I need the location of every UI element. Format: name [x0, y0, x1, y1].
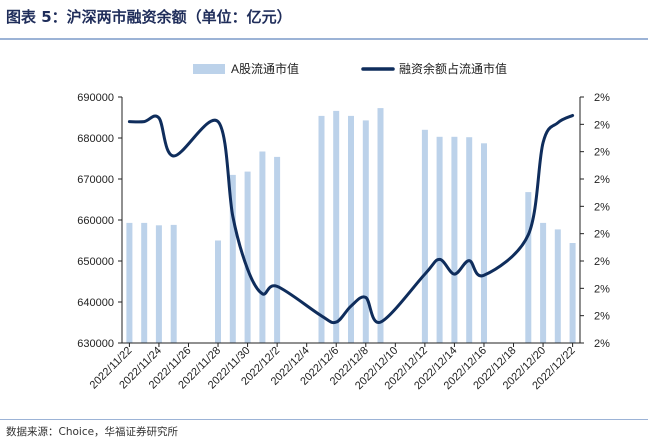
right-axis-tick-label: 2% — [594, 201, 610, 213]
bar — [481, 143, 487, 343]
right-axis-tick-label: 2% — [594, 92, 610, 104]
line-series — [127, 114, 575, 325]
right-axis-tick-label: 2% — [594, 256, 610, 268]
left-axis-tick-label: 640000 — [77, 297, 114, 309]
left-axis-tick-label: 670000 — [77, 174, 114, 186]
right-axis-tick-label: 2% — [594, 119, 610, 131]
bar — [362, 120, 369, 344]
bar — [466, 137, 473, 343]
bar — [525, 192, 532, 343]
page-title: 图表 5：沪深两市融资余额（单位：亿元） — [6, 8, 292, 26]
bar — [318, 115, 325, 344]
bar — [377, 108, 384, 343]
legend-bar-swatch — [193, 64, 225, 74]
bar — [215, 240, 221, 343]
bar — [540, 222, 547, 343]
bar — [126, 222, 133, 343]
right-axis-tick-label: 2% — [594, 338, 610, 350]
right-axis-tick-label: 2% — [594, 283, 610, 295]
right-axis-tick-label: 2% — [594, 174, 610, 186]
line-series-path — [127, 114, 575, 325]
bar — [348, 115, 354, 344]
right-axis-tick-label: 2% — [594, 311, 610, 323]
left-axis-tick-label: 680000 — [77, 133, 114, 145]
source-note: 数据来源：Choice，华福证券研究所 — [6, 426, 179, 438]
bar — [436, 136, 443, 343]
bar — [554, 229, 561, 343]
bar — [569, 243, 576, 343]
bar — [451, 136, 458, 343]
bar — [141, 222, 148, 343]
bar — [244, 171, 251, 343]
bar-series — [126, 108, 576, 344]
legend-line-label: 融资余额占流通市值 — [399, 61, 507, 76]
left-axis-tick-label: 650000 — [77, 256, 114, 268]
left-axis-tick-label: 690000 — [77, 92, 114, 104]
bar — [229, 174, 236, 343]
bar — [155, 225, 162, 343]
bar — [333, 110, 340, 344]
left-axis-tick-label: 660000 — [77, 215, 114, 227]
bar — [421, 129, 428, 343]
chart-legend: A股流通市值 融资余额占流通市值 — [193, 61, 507, 76]
legend-bar-label: A股流通市值 — [231, 61, 299, 76]
bar — [274, 156, 281, 343]
bar — [170, 224, 177, 343]
right-axis-tick-label: 2% — [594, 147, 610, 159]
left-axis-tick-label: 630000 — [77, 338, 114, 350]
footer-divider — [0, 419, 648, 420]
right-axis-tick-label: 2% — [594, 229, 610, 241]
title-divider — [0, 38, 648, 40]
bar — [259, 151, 266, 343]
